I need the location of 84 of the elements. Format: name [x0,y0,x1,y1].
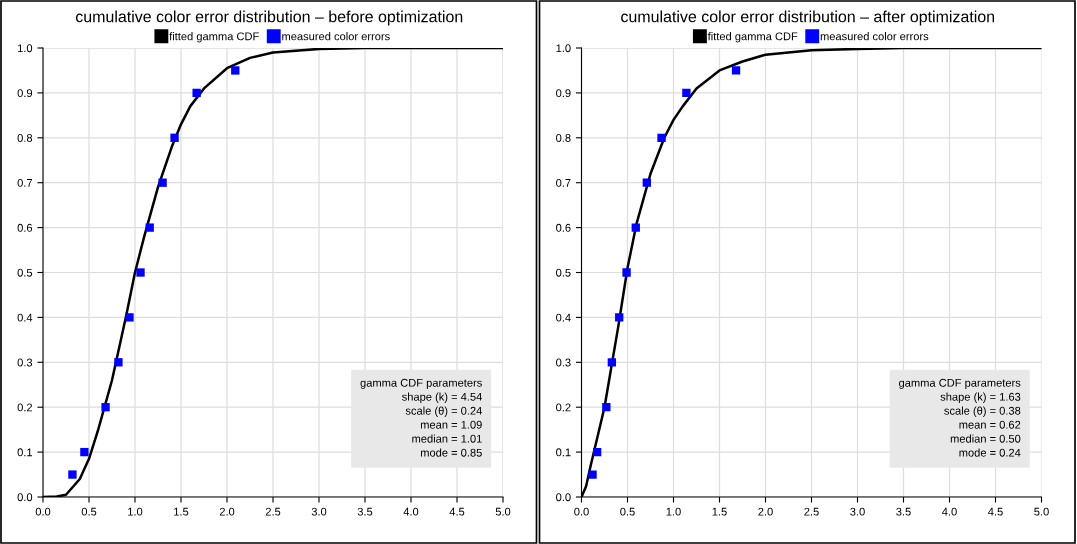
x-tick-label: 5.0 [1034,507,1049,516]
annotation: median = 1.01 [412,434,482,443]
y-tick-label: 0.2 [17,403,33,412]
point [588,470,597,479]
point [592,447,602,457]
point [68,470,77,479]
legend-label: measured color errors [282,32,390,41]
x-tick-label: 0.0 [574,507,589,516]
y-tick-label: 0.3 [556,358,571,367]
point [145,223,154,232]
annotation: gamma CDF parameters [360,378,482,389]
annotation: scale (θ) = 0.24 [405,406,482,417]
legend-label: measured color errors [820,32,929,41]
x-tick-label: 0.0 [35,507,51,516]
annotation: shape (k) = 1.63 [940,392,1021,403]
y-tick-label: 0.3 [17,358,33,367]
y-tick-label: 0.6 [556,223,571,232]
y-tick-label: 0.8 [17,134,33,142]
y-tick-label: 0.1 [17,448,33,457]
x-tick-label: 1.0 [128,507,143,516]
x-tick-label: 3.5 [896,507,911,516]
point [80,447,89,457]
chart-title: cumulative color error distribution – before optimization [75,10,463,26]
chart-title: cumulative color error distribution – after optimization [621,10,995,26]
annotation: mean = 1.09 [420,420,482,429]
y-tick-label: 0.5 [556,268,571,277]
x-tick-label: 2.0 [219,507,235,516]
point [158,178,167,187]
point [622,268,631,277]
annotation: mode = 0.24 [959,448,1021,457]
x-tick-label: 0.5 [620,507,635,516]
y-tick-label: 0.0 [17,493,33,502]
y-tick-label: 0.1 [556,448,571,457]
y-tick-label: 0.9 [17,89,33,98]
point [125,313,134,322]
point [615,313,624,322]
y-tick-label: 0.6 [17,223,33,232]
point [136,268,145,277]
x-tick-label: 5.0 [495,507,511,516]
x-tick-label: 1.0 [666,507,681,516]
point [231,66,240,75]
point [642,178,651,187]
x-tick-label: 1.5 [712,507,727,516]
annotation: mode = 0.85 [420,448,482,457]
x-tick-label: 4.0 [403,507,419,516]
y-tick-label: 0.7 [17,178,33,187]
y-tick-label: 0.2 [556,403,571,412]
x-tick-label: 2.0 [758,507,773,516]
y-tick-label: 0.9 [556,89,571,98]
point [101,403,110,412]
x-tick-label: 2.5 [804,507,819,516]
annotation: mean = 0.62 [959,420,1021,429]
point [631,223,640,232]
y-tick-label: 0.7 [556,178,571,187]
point [682,88,691,98]
point [170,133,179,142]
y-tick-label: 0.8 [556,134,571,142]
y-tick-label: 0.4 [17,313,33,322]
y-tick-label: 0.0 [556,493,571,502]
x-tick-label: 0.5 [81,507,97,516]
legend-label: fitted gamma CDF [169,32,259,43]
x-tick-label: 4.0 [942,507,957,516]
annotation: shape (k) = 4.54 [402,392,482,403]
y-tick-label: 1.0 [556,44,571,53]
point [114,358,123,367]
annotation: median = 0.50 [950,434,1021,443]
point [731,66,741,75]
x-tick-label: 4.5 [449,507,465,516]
point [657,133,666,142]
annotation: gamma CDF parameters [899,378,1021,389]
y-tick-label: 0.4 [556,313,571,322]
x-tick-label: 3.5 [357,507,373,516]
x-tick-label: 3.0 [850,507,865,516]
legend-label: fitted gamma CDF [707,32,798,43]
y-tick-label: 1.0 [17,44,33,53]
x-tick-label: 2.5 [265,507,281,516]
y-tick-label: 0.5 [17,268,33,277]
point [192,88,201,98]
point [602,403,611,412]
x-tick-label: 4.5 [988,507,1003,516]
x-tick-label: 3.0 [311,507,327,516]
annotation: scale (θ) = 0.38 [944,406,1021,417]
point [607,358,617,367]
x-tick-label: 1.5 [174,507,189,516]
